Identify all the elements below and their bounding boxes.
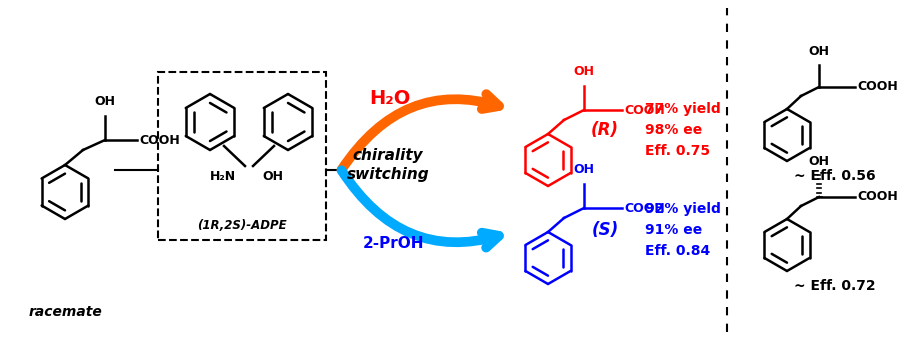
Text: (R): (R)	[591, 121, 619, 139]
Text: ~ Eff. 0.72: ~ Eff. 0.72	[794, 279, 876, 293]
Text: 77% yield
98% ee
Eff. 0.75: 77% yield 98% ee Eff. 0.75	[645, 102, 721, 158]
Text: COOH: COOH	[139, 134, 180, 147]
Text: chirality
switching: chirality switching	[346, 148, 429, 182]
Text: COOH: COOH	[624, 103, 665, 117]
Text: COOH: COOH	[857, 81, 898, 94]
Text: OH: OH	[573, 163, 595, 176]
Text: H₂N: H₂N	[210, 170, 236, 183]
Bar	[158, 72, 326, 240]
Text: COOH: COOH	[624, 202, 665, 215]
Text: OH: OH	[808, 45, 830, 58]
Text: ~ Eff. 0.56: ~ Eff. 0.56	[794, 169, 876, 183]
Text: OH: OH	[263, 170, 284, 183]
Text: OH: OH	[808, 155, 830, 168]
Text: 92% yield
91% ee
Eff. 0.84: 92% yield 91% ee Eff. 0.84	[645, 202, 721, 258]
Text: (S): (S)	[591, 221, 618, 239]
Text: H₂O: H₂O	[369, 88, 410, 107]
Text: (1R,2S)-ADPE: (1R,2S)-ADPE	[197, 219, 287, 232]
Text: OH: OH	[573, 65, 595, 78]
Text: OH: OH	[94, 95, 115, 108]
Text: COOH: COOH	[857, 190, 898, 204]
Text: racemate: racemate	[28, 305, 102, 319]
Text: 2-PrOH: 2-PrOH	[362, 236, 424, 251]
